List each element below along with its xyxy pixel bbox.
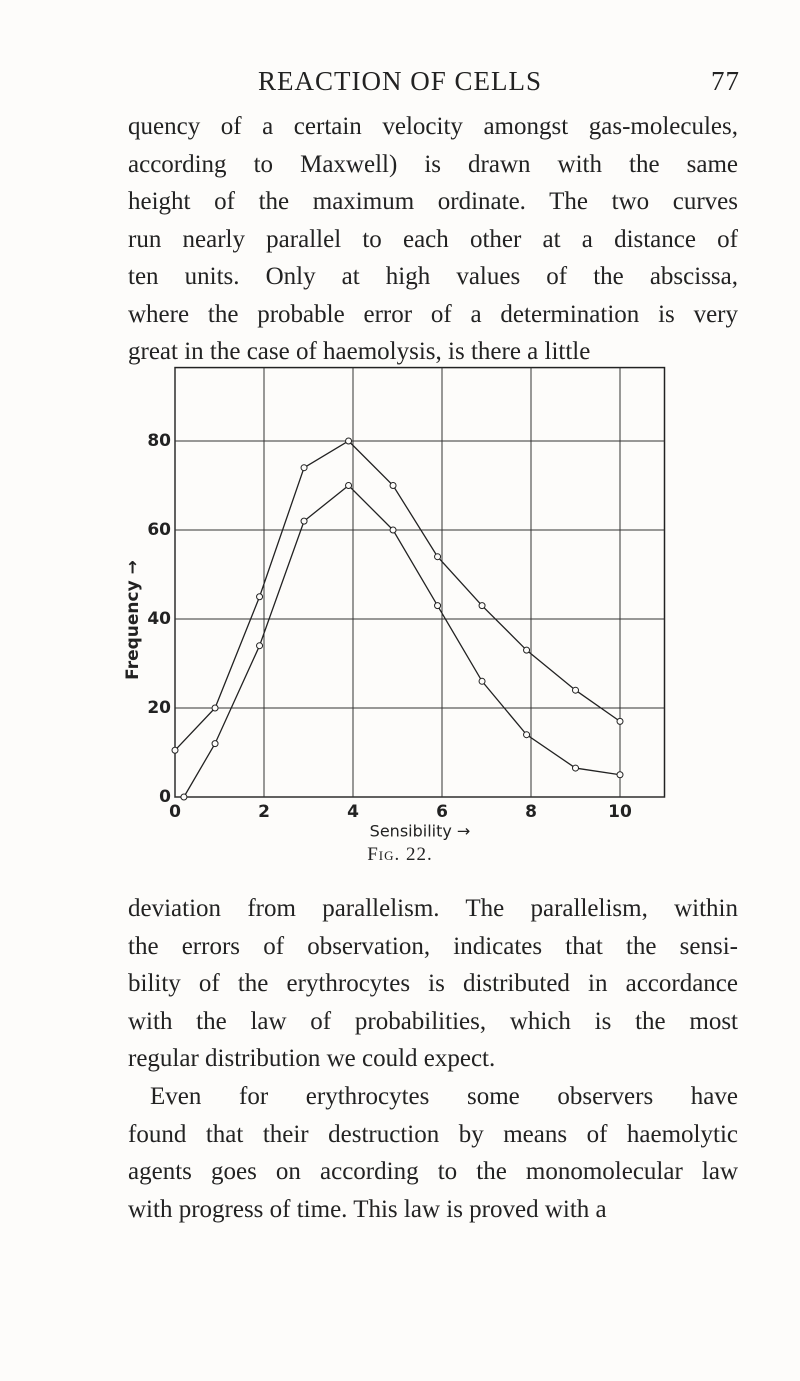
- page-number: 77: [711, 66, 740, 96]
- text-line: quency of a certain velocity amongst gas…: [128, 113, 738, 140]
- data-point: [300, 517, 308, 525]
- text-line: agents goes on according to the monomole…: [128, 1158, 738, 1186]
- y-tick-label: 40: [147, 609, 171, 629]
- data-point: [180, 793, 188, 801]
- data-point: [389, 482, 397, 489]
- data-point: [434, 553, 442, 561]
- data-point: [572, 686, 579, 694]
- text-line: great in the case of haemolysis, is ther…: [128, 338, 591, 365]
- x-axis-label: Sensibility →: [370, 822, 471, 841]
- data-point: [572, 764, 579, 772]
- text-line: Even for erythrocytes some observers hav…: [150, 1083, 738, 1110]
- data-point: [616, 717, 624, 725]
- text-line: the errors of observation, indicates tha…: [128, 932, 738, 960]
- x-tick-label: 10: [608, 802, 632, 822]
- text-line: bility of the erythrocytes is distribute…: [128, 970, 738, 998]
- text-line: with the law of probabilities, which is …: [128, 1007, 738, 1035]
- x-tick-label: 0: [169, 802, 181, 822]
- data-point: [616, 771, 624, 779]
- text-line: height of the maximum ordinate. The two …: [128, 188, 738, 215]
- data-point: [345, 482, 353, 489]
- y-tick-label: 0: [159, 787, 171, 807]
- data-point: [523, 731, 531, 739]
- text-line: with progress of time. This law is prove…: [128, 1195, 607, 1223]
- x-tick-label: 6: [436, 802, 448, 822]
- data-point: [434, 602, 442, 610]
- data-point: [211, 704, 219, 712]
- x-tick-label: 4: [347, 802, 359, 822]
- data-point: [478, 602, 486, 610]
- y-tick-label: 80: [147, 431, 171, 451]
- data-point: [256, 593, 264, 601]
- data-point: [211, 740, 219, 748]
- data-point: [389, 526, 397, 534]
- text-line: run nearly parallel to each other at a d…: [128, 225, 738, 253]
- y-axis-label: Frequency →: [123, 560, 143, 680]
- text-line: found that their destruction by means of…: [128, 1120, 738, 1148]
- y-tick-label: 20: [147, 698, 171, 718]
- data-point: [345, 437, 353, 445]
- figure-caption: Fig. 22.: [367, 844, 433, 865]
- text-line: where the probable error of a determinat…: [128, 300, 738, 328]
- text-line: according to Maxwell) is drawn with the …: [128, 150, 738, 178]
- data-point: [256, 642, 264, 650]
- data-point: [171, 746, 179, 754]
- running-head: REACTION OF CELLS: [257, 66, 542, 96]
- data-point: [300, 464, 308, 472]
- x-tick-label: 8: [525, 802, 537, 822]
- plot-frame: [174, 366, 666, 798]
- text-line: regular distribution we could expect.: [128, 1045, 496, 1073]
- x-tick-label: 2: [258, 802, 270, 822]
- y-tick-label: 60: [147, 520, 171, 540]
- data-point: [523, 646, 531, 654]
- text-line: deviation from parallelism. The parallel…: [128, 895, 738, 922]
- curve: [174, 440, 621, 751]
- curve: [183, 484, 621, 798]
- data-point: [478, 677, 486, 685]
- text-line: ten units. Only at high values of the ab…: [128, 263, 738, 290]
